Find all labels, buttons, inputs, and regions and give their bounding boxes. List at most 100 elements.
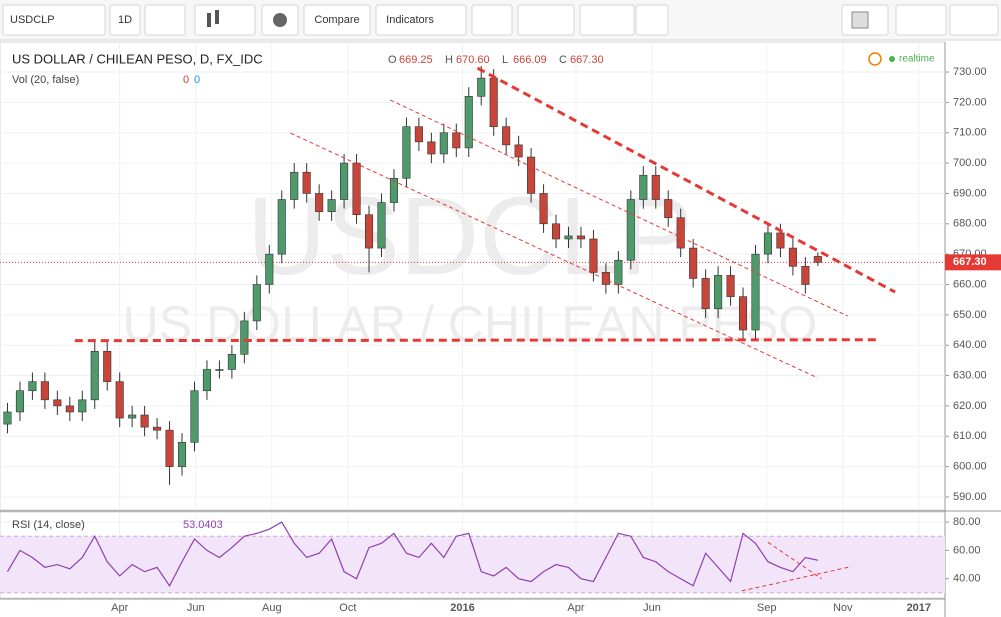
last-price-tag bbox=[945, 254, 1001, 271]
candle-body bbox=[527, 156, 536, 194]
candle-body bbox=[626, 199, 635, 261]
trend-line bbox=[741, 566, 852, 592]
candle-body bbox=[514, 144, 523, 158]
series-title: US DOLLAR / CHILEAN PESO, D, FX_IDC bbox=[12, 51, 263, 66]
warning-icon[interactable] bbox=[868, 52, 882, 66]
trend-line bbox=[290, 132, 819, 379]
candle-body bbox=[452, 132, 461, 149]
ohlc-value: 667.30 bbox=[570, 54, 604, 66]
candle-body bbox=[614, 259, 623, 285]
x-tick-label: 2016 bbox=[450, 602, 474, 614]
save-button[interactable] bbox=[949, 4, 999, 36]
candle-body bbox=[302, 171, 311, 194]
y-tick-label: 660.00 bbox=[953, 278, 987, 290]
ohlc-value: 666.09 bbox=[513, 54, 547, 66]
candle-body bbox=[576, 235, 586, 240]
y-tick-label: 650.00 bbox=[953, 309, 987, 321]
last-price-label: 667.30 bbox=[953, 256, 987, 268]
indicators: Indicators bbox=[386, 14, 434, 26]
candle-body bbox=[589, 238, 598, 273]
candle-body bbox=[3, 411, 12, 425]
watermark-name: US DOLLAR / CHILEAN PESO bbox=[123, 296, 818, 352]
candle-body bbox=[738, 296, 748, 331]
y-tick-label: 690.00 bbox=[953, 187, 987, 199]
candle-body bbox=[639, 174, 648, 200]
candle-body bbox=[776, 232, 785, 249]
marks: 667.30 bbox=[0, 65, 1001, 594]
x-tick-label: Aug bbox=[262, 602, 282, 614]
load-button[interactable] bbox=[895, 4, 947, 36]
alert-button[interactable] bbox=[471, 4, 513, 36]
candle-body bbox=[240, 320, 249, 355]
icon bbox=[851, 11, 869, 29]
candle-body bbox=[103, 350, 112, 382]
x-tick-label: Jun bbox=[643, 602, 661, 614]
candle-body bbox=[153, 426, 162, 431]
icon bbox=[273, 13, 287, 27]
y-tick-label: 60.00 bbox=[953, 544, 981, 556]
candle-body bbox=[265, 253, 274, 285]
candle-body bbox=[40, 381, 49, 401]
candle-body bbox=[53, 399, 62, 407]
y-tick-label: 730.00 bbox=[953, 66, 987, 78]
y-tick-label: 600.00 bbox=[953, 461, 987, 473]
candle-body bbox=[689, 247, 698, 279]
undo-redo[interactable] bbox=[579, 4, 635, 36]
candle-body bbox=[414, 126, 423, 143]
candle-body bbox=[140, 414, 149, 428]
candle-body bbox=[427, 141, 436, 155]
candle-body bbox=[389, 177, 398, 203]
ohlc-key: H bbox=[445, 54, 453, 66]
status: realtime bbox=[899, 54, 935, 65]
candle-body bbox=[489, 77, 498, 127]
trend-line bbox=[476, 66, 896, 294]
candle-body bbox=[676, 217, 685, 249]
candle-body bbox=[227, 354, 236, 370]
candle-body bbox=[340, 162, 349, 200]
interval-menu[interactable] bbox=[144, 4, 186, 36]
indicators-button[interactable] bbox=[375, 4, 467, 36]
candle-body bbox=[502, 126, 511, 146]
candle-body bbox=[90, 350, 99, 401]
candle-body bbox=[352, 162, 361, 215]
candle-body bbox=[252, 284, 261, 322]
fullscreen-button[interactable] bbox=[635, 4, 669, 36]
y-tick-label: 40.00 bbox=[953, 573, 981, 585]
icon bbox=[207, 13, 211, 27]
compare-button[interactable] bbox=[303, 4, 371, 36]
x-tick-label: Oct bbox=[339, 602, 356, 614]
toolbar: USDCLP 1D Compare Indicators bbox=[0, 0, 1001, 41]
x-tick-label: Apr bbox=[111, 602, 128, 614]
y-tick-label: 590.00 bbox=[953, 491, 987, 503]
compare: Compare bbox=[314, 14, 359, 26]
chart-style-button[interactable] bbox=[194, 4, 256, 36]
candle-body bbox=[701, 278, 710, 310]
trend-line bbox=[390, 99, 848, 317]
y-tick-label: 680.00 bbox=[953, 218, 987, 230]
candle-body bbox=[177, 442, 187, 467]
candle-body bbox=[763, 232, 773, 255]
y-tick-label: 700.00 bbox=[953, 157, 987, 169]
symbol: USDCLP bbox=[10, 14, 55, 26]
candle-body bbox=[726, 275, 735, 297]
symbol-box[interactable] bbox=[2, 4, 106, 36]
candle-body bbox=[651, 174, 660, 200]
rsi-value: 53.0403 bbox=[183, 519, 223, 531]
y-tick-label: 620.00 bbox=[953, 400, 987, 412]
y-tick-label: 720.00 bbox=[953, 96, 987, 108]
x-tick-label: Apr bbox=[567, 602, 584, 614]
interval-button[interactable] bbox=[109, 4, 141, 36]
x-tick-label: Sep bbox=[757, 602, 777, 614]
candle-body bbox=[402, 126, 411, 179]
rsi-title: RSI (14, close) bbox=[12, 519, 85, 531]
candle-body bbox=[165, 429, 174, 467]
hint-button[interactable] bbox=[517, 4, 575, 36]
candle-body bbox=[327, 199, 336, 212]
candle-body bbox=[65, 405, 74, 413]
candle-body bbox=[290, 171, 299, 200]
x-tick-label: Nov bbox=[833, 602, 853, 614]
candle-body bbox=[202, 369, 211, 392]
ohlc-key: O bbox=[388, 54, 397, 66]
candle-body bbox=[477, 77, 486, 97]
